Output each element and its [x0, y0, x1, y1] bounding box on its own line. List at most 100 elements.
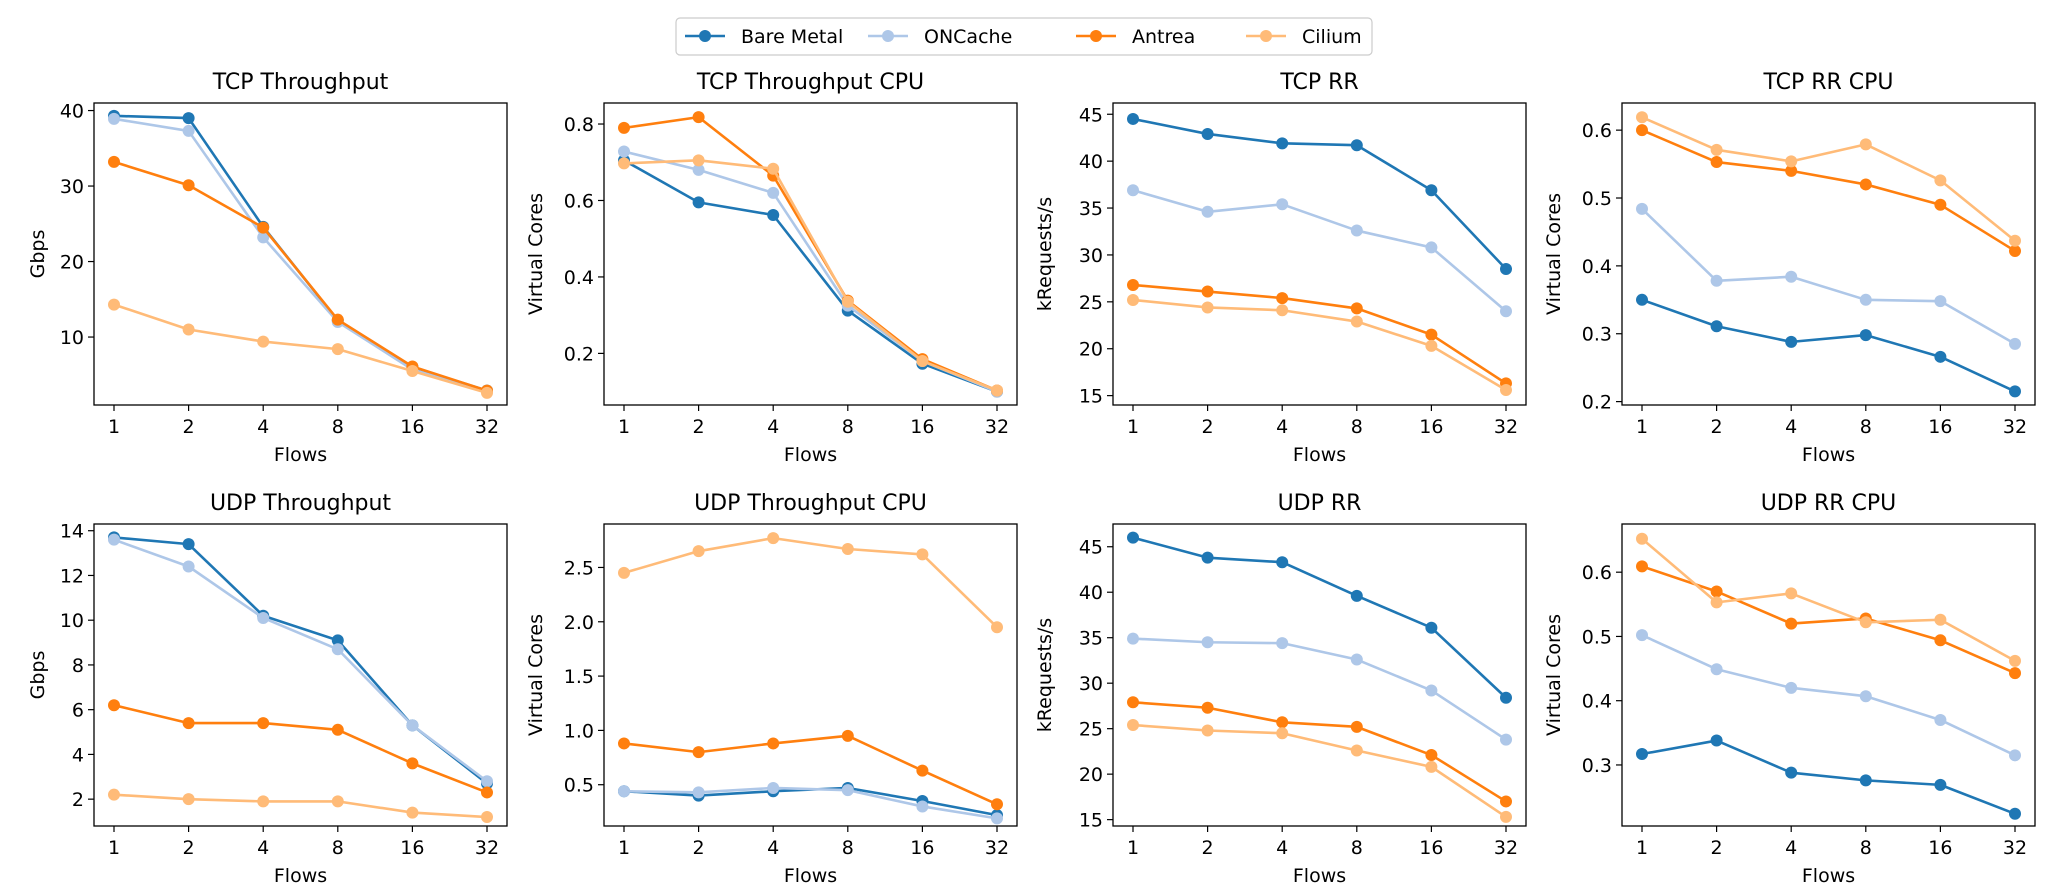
plot-frame: [1621, 102, 2036, 406]
panel-title: TCP Throughput CPU: [696, 70, 924, 95]
data-point: [1636, 202, 1648, 215]
data-point: [1859, 774, 1872, 787]
data-point: [481, 775, 493, 788]
data-point: [257, 611, 270, 624]
data-point: [1859, 138, 1872, 151]
data-point: [1127, 184, 1139, 197]
data-point: [182, 124, 195, 137]
data-point: [1201, 285, 1214, 298]
data-point: [692, 786, 705, 799]
x-tick-label: 16: [910, 837, 934, 859]
legend-marker: [882, 30, 894, 42]
data-point: [1710, 596, 1723, 609]
data-point: [1276, 292, 1289, 305]
data-point: [618, 566, 630, 579]
data-point: [1785, 766, 1798, 779]
y-tick-label: 20: [1079, 764, 1103, 786]
data-point: [1785, 335, 1798, 348]
data-point: [2009, 385, 2021, 398]
x-tick-label: 32: [475, 837, 499, 859]
y-axis-label: Virtual Cores: [1543, 614, 1565, 736]
y-tick-label: 2: [72, 789, 84, 811]
data-point: [1201, 205, 1214, 218]
data-point: [1201, 301, 1214, 314]
data-point: [1710, 663, 1723, 676]
data-point: [1500, 691, 1512, 704]
series-antrea: [618, 729, 1003, 811]
series-line: [1641, 116, 2016, 242]
data-point: [331, 343, 344, 356]
series-cilium: [1127, 293, 1512, 396]
data-point: [1636, 111, 1648, 124]
data-point: [1859, 178, 1872, 191]
data-point: [257, 335, 270, 348]
series-line: [623, 786, 998, 820]
x-tick-label: 8: [1351, 837, 1363, 859]
series-line: [1132, 723, 1507, 818]
data-point: [1934, 778, 1947, 791]
series-line: [1641, 537, 2016, 662]
data-point: [618, 121, 630, 134]
x-tick-label: 32: [1494, 416, 1518, 438]
data-point: [1201, 551, 1214, 564]
data-point: [1127, 112, 1139, 125]
data-point: [1859, 690, 1872, 703]
y-tick-label: 30: [1079, 673, 1103, 695]
x-tick-label: 2: [1711, 416, 1723, 438]
x-tick-label: 1: [618, 416, 630, 438]
data-point: [182, 538, 195, 551]
data-point: [1425, 749, 1438, 762]
data-point: [182, 560, 195, 573]
data-point: [1785, 681, 1798, 694]
x-tick-label: 32: [1494, 837, 1518, 859]
panel-udp-rr-cpu: UDP RR CPU 0.3 0.4 0.5 0.6 1 2 4 8 16 32 Flows Virtu…: [1543, 491, 2036, 887]
data-point: [331, 795, 344, 808]
series-line: [1641, 128, 2016, 253]
data-point: [692, 154, 705, 167]
panel-udp-throughput-cpu: UDP Throughput CPU 0.5 1.0 1.5 2.0 2.5 1 2 4 8 16 3…: [525, 491, 1018, 887]
data-point: [1350, 315, 1363, 328]
data-point: [1636, 293, 1648, 306]
data-point: [1350, 302, 1363, 315]
x-tick-label: 16: [910, 416, 934, 438]
data-point: [841, 784, 854, 797]
y-tick-label: 0.6: [564, 190, 594, 212]
x-tick-label: 2: [1711, 837, 1723, 859]
series-line: [1132, 188, 1507, 313]
data-point: [1425, 241, 1438, 254]
series-cilium: [108, 788, 493, 824]
data-point: [481, 786, 493, 799]
x-tick-label: 32: [985, 837, 1009, 859]
data-point: [108, 533, 120, 546]
y-tick-label: 0.2: [564, 343, 594, 365]
x-tick-label: 1: [1636, 416, 1648, 438]
data-point: [1201, 724, 1214, 737]
y-tick-label: 1.0: [564, 720, 594, 742]
data-point: [1500, 810, 1512, 823]
data-point: [257, 717, 270, 730]
data-point: [182, 179, 195, 192]
x-tick-label: 2: [1202, 416, 1214, 438]
x-tick-label: 4: [1276, 416, 1288, 438]
x-tick-label: 16: [1928, 416, 1952, 438]
data-point: [991, 384, 1003, 397]
data-point: [257, 221, 270, 234]
data-point: [1785, 617, 1798, 630]
data-point: [1425, 328, 1438, 341]
series-line: [113, 117, 488, 393]
data-point: [481, 811, 493, 824]
data-point: [1350, 139, 1363, 152]
data-point: [1127, 632, 1139, 645]
data-point: [1500, 383, 1512, 396]
x-tick-label: 16: [400, 416, 424, 438]
data-point: [1350, 744, 1363, 757]
data-point: [1636, 532, 1648, 545]
series-bare-metal: [1636, 293, 2021, 398]
data-point: [692, 545, 705, 558]
plot-frame: [93, 102, 508, 406]
panel-title: UDP RR CPU: [1761, 491, 1897, 516]
y-tick-label: 2.5: [564, 557, 594, 579]
data-point: [1425, 760, 1438, 773]
data-point: [1276, 198, 1289, 211]
